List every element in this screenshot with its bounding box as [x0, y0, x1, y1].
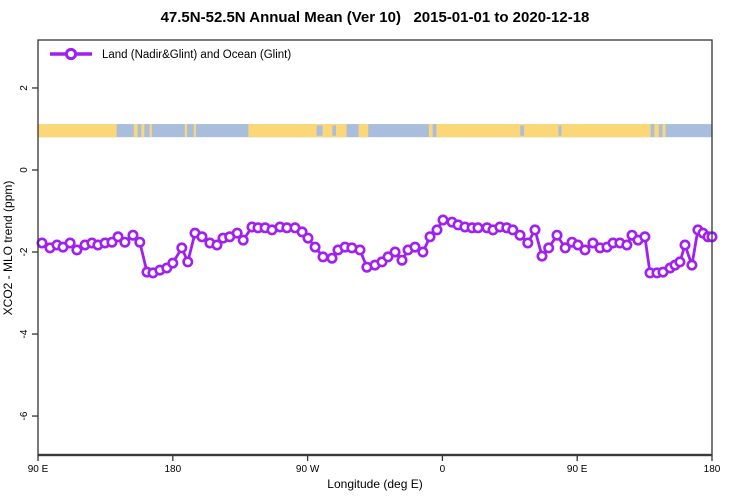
data-point	[409, 241, 421, 253]
data-series	[36, 214, 718, 279]
ocean-speck	[558, 125, 562, 136]
x-tick-label: 0	[440, 464, 446, 475]
ocean-speck	[332, 125, 337, 136]
legend: Land (Nadir&Glint) and Ocean (Glint)	[50, 47, 291, 61]
data-point	[396, 254, 408, 266]
data-point	[71, 244, 83, 256]
data-point	[621, 239, 633, 251]
data-point	[382, 251, 394, 263]
data-point	[679, 239, 691, 251]
land-segment	[662, 124, 666, 138]
data-point	[536, 250, 548, 262]
data-point	[674, 256, 686, 268]
data-point	[639, 231, 651, 243]
data-point	[417, 246, 429, 258]
data-point	[354, 244, 366, 256]
data-point	[112, 231, 124, 243]
land-segment	[436, 124, 651, 138]
x-tick-label: 90 W	[296, 464, 320, 475]
data-point	[543, 242, 555, 254]
data-point	[231, 227, 243, 239]
chart-title: 47.5N-52.5N Annual Mean (Ver 10) 2015-01…	[160, 9, 590, 26]
data-point	[182, 256, 194, 268]
surface-type-band	[38, 124, 712, 138]
data-point	[579, 244, 591, 256]
x-axis-ticks: 90 E 180 90 W 0 90 E 180	[28, 455, 721, 475]
data-point	[237, 234, 249, 246]
data-point	[326, 252, 338, 264]
x-tick-label: 180	[704, 464, 721, 475]
y-axis-title: XCO2 - MLO trend (ppm)	[1, 181, 15, 316]
land-segment	[248, 124, 347, 138]
x-tick-label: 180	[164, 464, 181, 475]
legend-label: Land (Nadir&Glint) and Ocean (Glint)	[102, 49, 291, 61]
y-axis-ticks: 2 0 -2 -4 -6	[19, 85, 38, 420]
data-point	[176, 242, 188, 254]
data-point	[431, 224, 443, 236]
ocean-speck	[520, 125, 525, 136]
data-point	[119, 236, 131, 248]
data-point	[551, 229, 563, 241]
data-point	[127, 229, 139, 241]
x-tick-label: 90 E	[28, 464, 49, 475]
land-segment	[193, 124, 197, 138]
data-point	[472, 222, 484, 234]
data-point	[134, 236, 146, 248]
data-point	[437, 214, 449, 226]
data-point	[529, 224, 541, 236]
y-tick-label: -2	[19, 247, 30, 256]
ocean-speck	[316, 125, 323, 136]
land-segment	[428, 124, 433, 138]
y-tick-label: 2	[19, 85, 30, 91]
data-point	[587, 237, 599, 249]
data-point	[686, 259, 698, 271]
data-point	[196, 231, 208, 243]
land-segment	[133, 124, 138, 138]
land-segment	[149, 124, 152, 138]
data-point	[424, 231, 436, 243]
land-segment	[358, 124, 369, 138]
land-segment	[654, 124, 659, 138]
y-tick-label: 0	[19, 167, 30, 173]
data-point	[296, 226, 308, 238]
data-point	[522, 237, 534, 249]
x-axis-title: Longitude (deg E)	[327, 477, 422, 491]
data-point	[514, 229, 526, 241]
data-point	[389, 246, 401, 258]
y-tick-label: -4	[19, 329, 30, 338]
data-point	[317, 251, 329, 263]
land-segment	[184, 124, 188, 138]
data-point	[302, 232, 314, 244]
x-axis-line	[38, 453, 712, 457]
data-point	[64, 237, 76, 249]
x-tick-label: 90 E	[567, 464, 588, 475]
data-point	[167, 257, 179, 269]
y-tick-label: -6	[19, 411, 30, 420]
data-point	[309, 241, 321, 253]
data-point	[507, 224, 519, 236]
data-point	[211, 239, 223, 251]
legend-marker-icon	[64, 47, 78, 61]
land-segment	[38, 124, 117, 138]
data-point	[572, 239, 584, 251]
land-segment	[141, 124, 145, 138]
data-point	[559, 242, 571, 254]
